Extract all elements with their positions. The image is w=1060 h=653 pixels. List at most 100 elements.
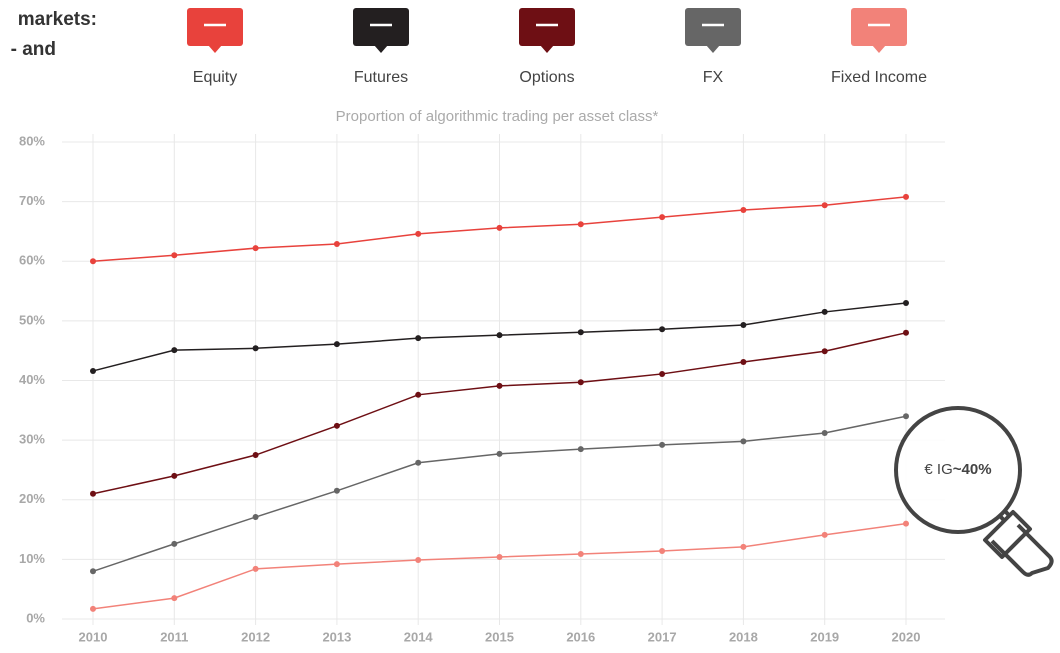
x-tick-label: 2020	[892, 629, 921, 644]
y-tick-label: 60%	[19, 253, 45, 268]
y-tick-label: 30%	[19, 432, 45, 447]
legend-swatch	[685, 8, 741, 46]
annotation: € IG~40%	[924, 461, 991, 478]
point	[577, 329, 584, 336]
handle	[983, 510, 1054, 577]
x-tick-label: 2011	[160, 629, 188, 644]
point	[90, 490, 96, 497]
legend-swatch	[851, 8, 907, 46]
point	[333, 487, 340, 494]
legend-item: Futures	[353, 8, 409, 86]
subtitle: Proportion of algorithmic trading per as…	[336, 108, 659, 125]
legend-swatch	[519, 8, 575, 46]
legend-label: FX	[703, 69, 724, 86]
point	[90, 367, 96, 374]
y-tick-label: 80%	[19, 133, 45, 148]
legend-label: Fixed Income	[831, 69, 927, 86]
point	[577, 446, 584, 453]
point	[659, 370, 666, 377]
point	[171, 540, 178, 547]
x-tick-label: 2015	[485, 629, 514, 644]
x-tick-label: 2018	[729, 629, 758, 644]
y-tick-label: 20%	[19, 491, 45, 506]
legend-swatch	[187, 8, 243, 46]
point	[496, 332, 503, 339]
point	[252, 565, 259, 572]
x-tick-label: 2013	[322, 629, 351, 644]
point	[740, 359, 747, 366]
point	[171, 472, 178, 479]
point	[252, 452, 259, 459]
annotation-value: ~40%	[953, 461, 992, 478]
point	[659, 326, 666, 333]
point	[577, 379, 584, 386]
point	[415, 391, 422, 398]
point	[90, 568, 96, 575]
point	[659, 441, 666, 448]
point	[496, 450, 503, 457]
point	[821, 429, 828, 436]
x-tick-label: 2014	[404, 629, 434, 644]
point	[903, 329, 909, 336]
point	[740, 206, 747, 213]
point	[171, 347, 178, 354]
point	[903, 299, 909, 306]
point	[252, 514, 259, 521]
x-tick-label: 2010	[79, 629, 108, 644]
point	[333, 341, 340, 348]
x-tick-label: 2017	[648, 629, 677, 644]
legend-label: Options	[519, 69, 574, 86]
point	[903, 413, 909, 420]
lines	[90, 193, 909, 612]
point	[577, 551, 584, 558]
x-tick-label: 2012	[241, 629, 270, 644]
legend-pointer	[540, 45, 554, 53]
legend-label: Futures	[354, 69, 408, 86]
legend-item: FX	[685, 8, 741, 86]
y-tick-label: 0%	[26, 610, 45, 625]
point	[740, 322, 747, 329]
legend-item: Equity	[187, 8, 243, 86]
lens	[894, 406, 1022, 534]
title-line: - and	[11, 39, 56, 60]
point	[821, 348, 828, 355]
legend-pointer	[872, 45, 886, 53]
magnifier: € IG~40%	[894, 406, 1054, 577]
point	[659, 548, 666, 555]
y-tick-label: 10%	[19, 551, 45, 566]
point	[740, 543, 747, 550]
grid	[62, 134, 945, 625]
legend-pointer	[374, 45, 388, 53]
point	[415, 335, 422, 342]
point	[252, 245, 259, 252]
x-tick-label: 2016	[566, 629, 595, 644]
point	[740, 438, 747, 445]
legend-pointer	[706, 45, 720, 53]
point	[415, 459, 422, 466]
y-tick-label: 50%	[19, 312, 45, 327]
point	[415, 230, 422, 237]
point	[821, 531, 828, 538]
point	[821, 308, 828, 315]
legend-item: Fixed Income	[831, 8, 927, 86]
legend-pointer	[208, 45, 222, 53]
point	[90, 258, 96, 265]
point	[333, 422, 340, 429]
legend-label: Equity	[193, 69, 237, 86]
point	[496, 224, 503, 231]
point	[903, 520, 909, 527]
annotation-prefix: € IG	[924, 461, 952, 478]
point	[903, 193, 909, 200]
point	[496, 553, 503, 560]
point	[333, 561, 340, 568]
legend-swatch	[353, 8, 409, 46]
title-line: markets:	[18, 9, 97, 30]
x-tick-label: 2019	[810, 629, 839, 644]
point	[252, 345, 259, 352]
point	[415, 556, 422, 563]
y-tick-label: 70%	[19, 193, 45, 208]
point	[577, 221, 584, 228]
y-tick-label: 40%	[19, 372, 45, 387]
point	[821, 202, 828, 209]
